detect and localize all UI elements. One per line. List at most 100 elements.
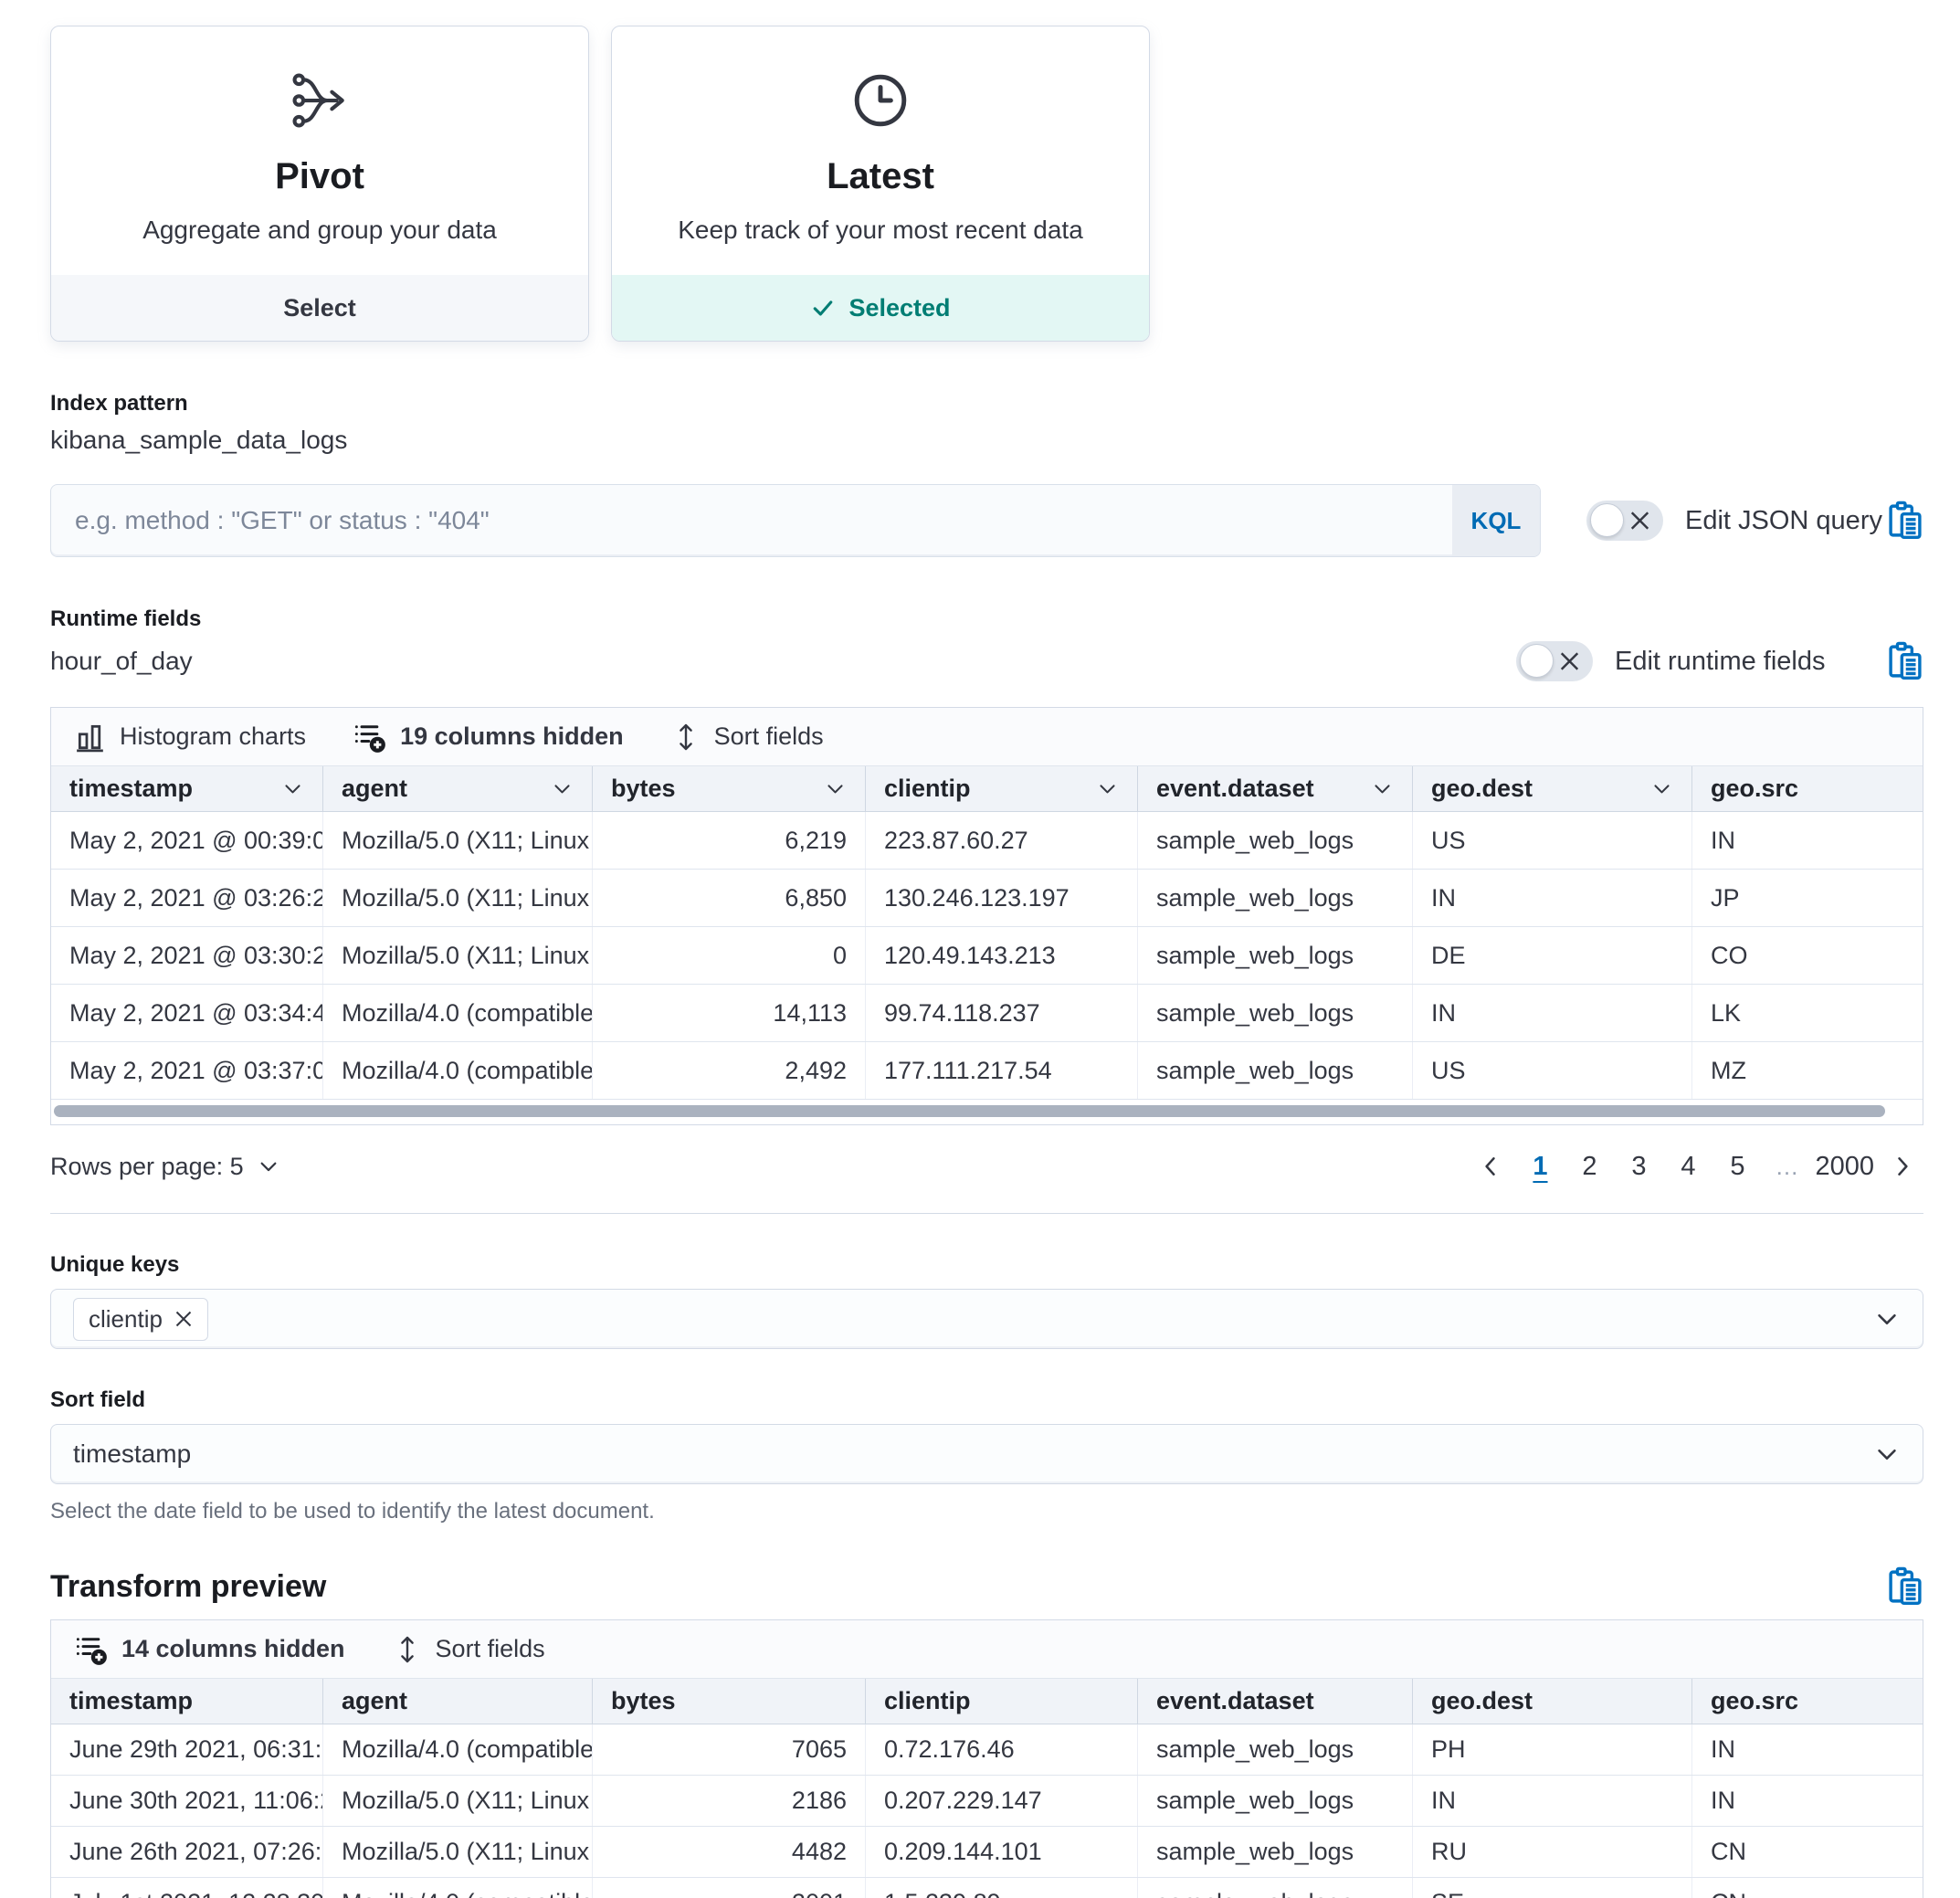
columns-hidden-button[interactable]: 14 columns hidden	[75, 1633, 345, 1666]
table-cell[interactable]: June 26th 2021, 07:26:37	[51, 1827, 323, 1877]
table-cell[interactable]: June 30th 2021, 11:06:26	[51, 1776, 323, 1826]
table-cell[interactable]: 2,492	[593, 1042, 866, 1099]
table-cell[interactable]: Mozilla/5.0 (X11; Linux i6...	[323, 1776, 593, 1826]
table-cell[interactable]: LK	[1711, 998, 1742, 1027]
table-cell[interactable]: 223.87.60.27	[866, 812, 1138, 869]
unique-key-chip-clientip[interactable]: clientip	[73, 1297, 208, 1341]
table-cell[interactable]: sample_web_logs	[1138, 1042, 1413, 1099]
column-header-bytes[interactable]: bytes	[593, 1679, 866, 1724]
table-cell[interactable]: sample_web_logs	[1138, 812, 1413, 869]
edit-json-query-toggle[interactable]	[1586, 501, 1663, 541]
page-number-3[interactable]: 3	[1631, 1151, 1647, 1181]
table-cell[interactable]: US	[1413, 1042, 1692, 1099]
sort-fields-button[interactable]: Sort fields	[393, 1635, 545, 1664]
table-cell[interactable]: sample_web_logs	[1138, 1827, 1413, 1877]
table-cell[interactable]: May 2, 2021 @ 03:34:43...	[51, 985, 323, 1041]
table-cell[interactable]: 7065	[593, 1724, 866, 1775]
table-cell[interactable]: IN	[1413, 870, 1692, 926]
table-cell[interactable]: IN	[1413, 1776, 1692, 1826]
table-cell[interactable]: CN	[1692, 1878, 1923, 1898]
table-cell[interactable]: US	[1413, 812, 1692, 869]
table-cell[interactable]: SE	[1413, 1878, 1692, 1898]
table-cell[interactable]: IN	[1711, 826, 1735, 854]
table-cell[interactable]: 0	[593, 927, 866, 984]
table-cell[interactable]: 0.72.176.46	[866, 1724, 1138, 1775]
edit-runtime-fields-toggle[interactable]	[1516, 641, 1593, 681]
table-cell[interactable]: CN	[1711, 1838, 1746, 1865]
table-cell[interactable]: sample_web_logs	[1138, 1878, 1413, 1898]
column-header-timestamp[interactable]: timestamp	[51, 766, 323, 811]
copy-runtime-fields-icon[interactable]	[1887, 641, 1923, 681]
table-cell[interactable]: Mozilla/5.0 (X11; Linux x...	[323, 1827, 593, 1877]
table-cell[interactable]: DE	[1413, 927, 1692, 984]
column-header-agent[interactable]: agent	[323, 1679, 593, 1724]
table-cell[interactable]: MZ	[1711, 1056, 1746, 1084]
table-cell[interactable]: sample_web_logs	[1138, 985, 1413, 1041]
table-cell[interactable]: Mozilla/5.0 (X11; Linux i6...	[323, 927, 593, 984]
scrollbar-thumb[interactable]	[54, 1105, 1885, 1117]
table-cell[interactable]: May 2, 2021 @ 03:37:04...	[51, 1042, 323, 1099]
next-page-button[interactable]	[1881, 1144, 1923, 1189]
page-number-1[interactable]: 1	[1533, 1151, 1548, 1181]
copy-preview-icon[interactable]	[1887, 1566, 1923, 1607]
table-cell[interactable]: Mozilla/4.0 (compatible; ...	[323, 1042, 593, 1099]
previous-page-button[interactable]	[1470, 1144, 1512, 1189]
table-cell[interactable]: May 2, 2021 @ 03:30:25...	[51, 927, 323, 984]
column-header-geo.dest[interactable]: geo.dest	[1413, 766, 1692, 811]
table-cell[interactable]: 120.49.143.213	[866, 927, 1138, 984]
table-cell[interactable]: Mozilla/5.0 (X11; Linux x...	[323, 812, 593, 869]
sort-field-select[interactable]: timestamp	[50, 1424, 1923, 1484]
column-header-geo.src[interactable]: geo.src	[1692, 766, 1923, 811]
table-cell[interactable]: July 1st 2021, 12:28:30	[51, 1878, 323, 1898]
table-cell[interactable]: 4482	[593, 1827, 866, 1877]
table-cell[interactable]: 99.74.118.237	[866, 985, 1138, 1041]
table-cell[interactable]: Mozilla/4.0 (compatible; ...	[323, 1878, 593, 1898]
column-header-clientip[interactable]: clientip	[866, 766, 1138, 811]
table-cell[interactable]: IN	[1413, 985, 1692, 1041]
latest-selected-button[interactable]: Selected	[612, 275, 1149, 341]
table-cell[interactable]: RU	[1413, 1827, 1692, 1877]
table-cell[interactable]: CO	[1711, 941, 1748, 969]
table-cell[interactable]: sample_web_logs	[1138, 927, 1413, 984]
table-cell[interactable]: 1.5.239.89	[866, 1878, 1138, 1898]
table-cell[interactable]: June 29th 2021, 06:31:00	[51, 1724, 323, 1775]
sort-fields-button[interactable]: Sort fields	[671, 722, 824, 752]
table-cell[interactable]: 14,113	[593, 985, 866, 1041]
table-cell[interactable]: IN	[1711, 1787, 1735, 1814]
table-cell[interactable]: 6,219	[593, 812, 866, 869]
table-cell[interactable]: Mozilla/5.0 (X11; Linux x...	[323, 870, 593, 926]
table-cell[interactable]: sample_web_logs	[1138, 870, 1413, 926]
table-cell[interactable]: 0.207.229.147	[866, 1776, 1138, 1826]
table-cell[interactable]: Mozilla/4.0 (compatible; ...	[323, 1724, 593, 1775]
column-header-geo.src[interactable]: geo.src	[1692, 1679, 1923, 1724]
column-header-agent[interactable]: agent	[323, 766, 593, 811]
table-cell[interactable]: Mozilla/4.0 (compatible; ...	[323, 985, 593, 1041]
table-cell[interactable]: May 2, 2021 @ 00:39:02...	[51, 812, 323, 869]
column-header-event.dataset[interactable]: event.dataset	[1138, 766, 1413, 811]
columns-hidden-button[interactable]: 19 columns hidden	[353, 721, 624, 754]
kql-language-button[interactable]: KQL	[1452, 485, 1540, 556]
page-number-5[interactable]: 5	[1730, 1151, 1745, 1181]
remove-chip-icon[interactable]	[174, 1310, 193, 1328]
page-number-2000[interactable]: 2000	[1815, 1151, 1874, 1181]
column-header-bytes[interactable]: bytes	[593, 766, 866, 811]
table-cell[interactable]: JP	[1711, 883, 1740, 912]
pivot-select-button[interactable]: Select	[51, 275, 588, 341]
query-input[interactable]	[51, 485, 1452, 556]
table-cell[interactable]: May 2, 2021 @ 03:26:21...	[51, 870, 323, 926]
table-cell[interactable]: 2001	[593, 1878, 866, 1898]
rows-per-page-button[interactable]: Rows per page: 5	[50, 1153, 280, 1181]
table-cell[interactable]: 2186	[593, 1776, 866, 1826]
column-header-clientip[interactable]: clientip	[866, 1679, 1138, 1724]
table-cell[interactable]: PH	[1413, 1724, 1692, 1775]
table-cell[interactable]: IN	[1711, 1735, 1735, 1763]
copy-json-query-icon[interactable]	[1887, 501, 1923, 541]
table-cell[interactable]: 0.209.144.101	[866, 1827, 1138, 1877]
page-number-2[interactable]: 2	[1582, 1151, 1597, 1181]
table-cell[interactable]: sample_web_logs	[1138, 1776, 1413, 1826]
page-number-4[interactable]: 4	[1681, 1151, 1696, 1181]
histogram-charts-button[interactable]: Histogram charts	[75, 722, 306, 753]
column-header-event.dataset[interactable]: event.dataset	[1138, 1679, 1413, 1724]
table-cell[interactable]: sample_web_logs	[1138, 1724, 1413, 1775]
unique-keys-combobox[interactable]: clientip	[50, 1289, 1923, 1349]
